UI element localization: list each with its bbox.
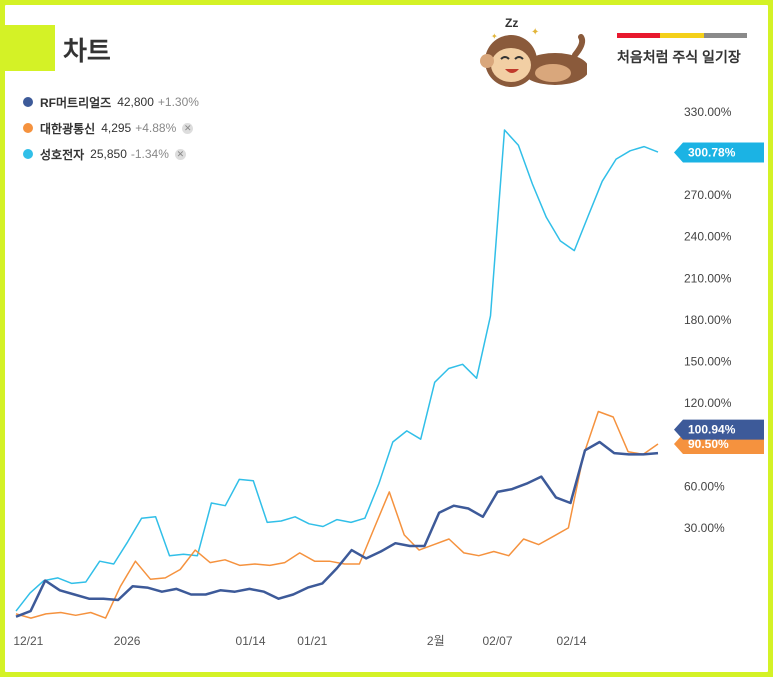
- legend-item-daehan[interactable]: 대한광통신 4,295 +4.88% ✕: [23, 115, 199, 141]
- x-tick-label: 2026: [114, 634, 141, 648]
- legend-change: +4.88%: [135, 121, 177, 135]
- y-tick-label: 30.00%: [684, 521, 725, 535]
- brand-text: 처음처럼 주식 일기장: [617, 49, 741, 65]
- y-tick-label: 270.00%: [684, 188, 732, 202]
- y-tick-label: 240.00%: [684, 230, 732, 244]
- line-chart[interactable]: 30.00%60.00%90.00%120.00%150.00%180.00%2…: [5, 5, 768, 672]
- sleeping-monkey-logo: Zz ✦ ✦: [480, 16, 587, 87]
- series-line: [15, 129, 659, 612]
- last-value-badges: 300.78% 90.50%100.94%: [674, 142, 764, 455]
- legend-price: 4,295: [101, 121, 132, 135]
- last-value-badge-label: 90.50%: [688, 437, 729, 451]
- svg-text:✦: ✦: [531, 27, 539, 38]
- brand-logo: 처음처럼 주식 일기장: [617, 33, 747, 67]
- series-line: [15, 440, 659, 618]
- y-tick-label: 180.00%: [684, 313, 732, 327]
- x-tick-label: 02/14: [557, 634, 587, 648]
- last-value-badge: [674, 419, 764, 440]
- y-tick-label: 60.00%: [684, 479, 725, 493]
- series-line: [15, 410, 659, 619]
- y-tick-label: 210.00%: [684, 271, 732, 285]
- remove-series-close-icon[interactable]: ✕: [182, 122, 194, 134]
- legend-marker-dot: [23, 123, 33, 133]
- header: 차트 Zz ✦ ✦ 처음처럼 주식 일기장: [5, 5, 768, 87]
- y-tick-label: 120.00%: [684, 396, 732, 410]
- y-axis: 30.00%60.00%90.00%120.00%150.00%180.00%2…: [684, 105, 732, 535]
- legend-change: +1.30%: [157, 95, 199, 109]
- title-accent-bar: [5, 25, 55, 71]
- x-axis: 12/21 2026 01/14 01/21 2월 02/07 02/14: [13, 634, 587, 648]
- legend-series-name: 성호전자: [40, 147, 85, 162]
- brand-color-bars: [617, 33, 747, 38]
- y-tick-label: 150.00%: [684, 355, 732, 369]
- legend-price: 42,800: [117, 95, 154, 109]
- legend-marker-dot: [23, 149, 33, 159]
- legend-series-name: RF머트리얼즈: [40, 95, 112, 110]
- y-tick-label: 330.00%: [684, 105, 732, 119]
- legend-series-name: 대한광통신: [40, 121, 96, 136]
- sleep-zz-text: Zz: [505, 16, 518, 30]
- brand-bar-gray: [703, 33, 747, 38]
- chart-legend: RF머트리얼즈 42,800 +1.30% 대한광통신 4,295 +4.88%…: [23, 89, 199, 167]
- svg-text:✦: ✦: [491, 32, 498, 41]
- last-value-badge-label: 100.94%: [688, 423, 736, 437]
- legend-change: -1.34%: [130, 147, 169, 161]
- page-title: 차트: [63, 36, 111, 66]
- legend-marker-dot: [23, 97, 33, 107]
- remove-series-close-icon[interactable]: ✕: [174, 148, 186, 160]
- x-tick-label: 01/21: [297, 634, 327, 648]
- x-tick-label: 2월: [427, 634, 445, 648]
- legend-price: 25,850: [90, 147, 127, 161]
- legend-item-seongho[interactable]: 성호전자 25,850 -1.34% ✕: [23, 141, 199, 167]
- brand-bar-red: [617, 33, 661, 38]
- last-value-badge: [674, 142, 764, 163]
- series-lines: [15, 129, 659, 619]
- x-tick-label: 01/14: [236, 634, 266, 648]
- legend-item-rf[interactable]: RF머트리얼즈 42,800 +1.30%: [23, 89, 199, 115]
- x-tick-label: 12/21: [13, 634, 43, 648]
- brand-bar-yellow: [660, 33, 704, 38]
- last-value-badge-label: 300.78%: [688, 145, 736, 159]
- x-tick-label: 02/07: [482, 634, 512, 648]
